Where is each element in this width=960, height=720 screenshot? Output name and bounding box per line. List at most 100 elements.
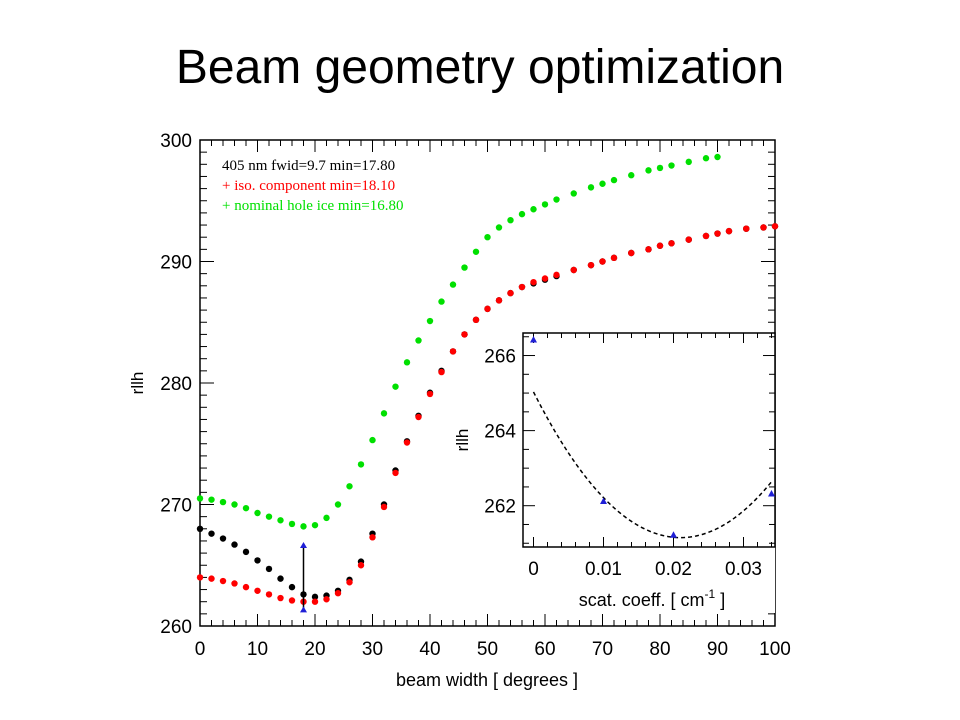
x-tick-label: 70	[592, 639, 613, 660]
data-point	[541, 201, 549, 208]
data-point	[702, 155, 710, 162]
inset-y-tick-label: 262	[484, 497, 516, 518]
data-point	[656, 242, 664, 249]
legend-entry: + nominal hole ice min=16.80	[222, 198, 403, 214]
data-point	[426, 390, 434, 398]
inset-data-point	[600, 497, 607, 504]
y-tick-label: 300	[160, 131, 192, 152]
data-point	[610, 176, 618, 184]
data-point	[277, 594, 284, 602]
inset-data-point	[670, 531, 677, 538]
data-point	[570, 190, 577, 197]
data-point	[685, 236, 692, 243]
data-point	[357, 562, 365, 569]
data-point	[242, 548, 250, 556]
inset-x-tick-label: 0.03	[725, 559, 762, 580]
data-point	[277, 517, 284, 524]
data-point	[392, 383, 399, 390]
inset-y-axis-label: rllh	[453, 429, 472, 452]
data-point	[518, 210, 526, 218]
inset-x-tick-label: 0	[528, 559, 539, 580]
y-tick-label: 290	[160, 253, 192, 274]
y-tick-label: 280	[160, 374, 192, 395]
min-marker-bottom	[300, 606, 307, 613]
data-point	[484, 305, 491, 313]
data-point	[242, 504, 250, 512]
data-point	[685, 158, 692, 166]
data-point	[254, 509, 261, 517]
data-point	[196, 574, 204, 581]
inset-x-axis-label-text: scat. coeff. [ cm	[579, 590, 705, 610]
data-point	[668, 162, 675, 169]
data-point	[438, 368, 445, 376]
data-point	[570, 266, 577, 274]
data-point	[300, 523, 307, 530]
inset-x-axis-label: scat. coeff. [ cm-1 ]	[579, 587, 725, 610]
data-point	[628, 249, 635, 257]
data-point	[610, 254, 618, 262]
x-tick-label: 10	[247, 639, 268, 660]
data-point	[334, 589, 342, 597]
main-annotation-layer	[300, 542, 307, 613]
x-tick-label: 0	[195, 639, 206, 660]
data-point	[771, 223, 779, 230]
data-point	[208, 496, 215, 503]
data-point	[369, 534, 376, 541]
data-point	[311, 593, 319, 601]
data-point	[346, 483, 353, 490]
data-point	[645, 167, 652, 174]
inset-x-tick-label: 0.01	[585, 559, 622, 580]
data-point	[277, 575, 284, 582]
data-point	[288, 583, 296, 591]
inset-axis-ticks: 0 0.01 0.02 0.03 262 264 266	[484, 333, 775, 580]
x-tick-label: 100	[759, 639, 791, 660]
data-point	[438, 298, 445, 305]
data-point	[208, 575, 215, 582]
data-point	[507, 216, 514, 224]
data-point	[553, 271, 560, 279]
min-marker-top	[300, 542, 307, 549]
data-point	[369, 436, 376, 444]
data-point	[392, 469, 399, 477]
data-point	[645, 246, 652, 253]
data-point	[403, 359, 411, 366]
data-point	[208, 530, 215, 537]
data-point	[461, 331, 468, 338]
data-point	[518, 283, 526, 291]
data-point	[495, 224, 503, 231]
data-point	[288, 520, 296, 528]
data-point	[553, 196, 560, 203]
legend-entry: + iso. component min=18.10	[222, 178, 395, 194]
legend-entry: 405 nm fwid=9.7 min=17.80	[222, 158, 395, 174]
x-tick-label: 50	[477, 639, 498, 660]
data-point	[599, 180, 606, 187]
data-point	[346, 579, 353, 586]
data-point	[743, 225, 750, 232]
data-point	[380, 410, 388, 417]
data-point	[254, 587, 261, 594]
data-point	[530, 206, 537, 213]
x-tick-label: 90	[707, 639, 728, 660]
data-point	[426, 317, 434, 325]
main-x-axis-label: beam width [ degrees ]	[396, 670, 578, 690]
data-point	[323, 596, 330, 603]
data-point	[219, 535, 227, 542]
data-point	[714, 230, 721, 237]
inset-series-layer	[530, 336, 775, 539]
inset-y-tick-label: 264	[484, 422, 516, 443]
data-point	[196, 495, 204, 502]
inset-y-tick-label: 266	[484, 347, 516, 368]
data-point	[219, 577, 227, 585]
x-tick-label: 30	[362, 639, 383, 660]
data-point	[254, 557, 261, 564]
x-tick-label: 60	[534, 639, 555, 660]
main-y-axis-label: rllh	[128, 372, 147, 395]
data-point	[760, 224, 767, 231]
data-point	[461, 264, 468, 271]
data-point	[628, 172, 635, 179]
data-point	[415, 337, 422, 344]
data-point	[311, 521, 319, 529]
inset-x-axis-label-end: ]	[715, 590, 725, 610]
data-point	[587, 184, 595, 191]
